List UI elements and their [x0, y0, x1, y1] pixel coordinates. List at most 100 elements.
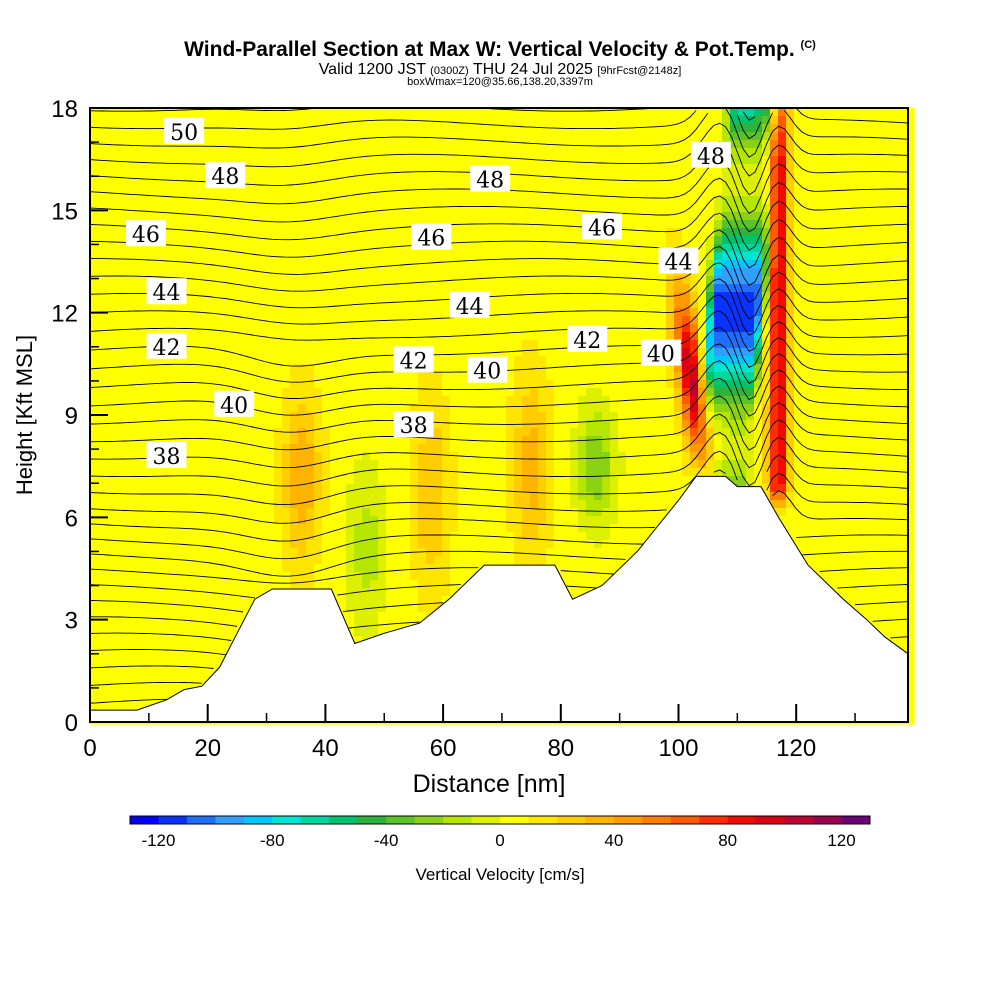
- theta-line: [89, 343, 908, 401]
- theta-label-text: 40: [647, 343, 675, 368]
- colorbar-segment: [300, 816, 330, 824]
- theta-label-box: [581, 213, 622, 240]
- colorbar-tick-label: 80: [718, 831, 737, 850]
- theta-label-text: 38: [400, 414, 428, 439]
- colorbar-segment: [642, 816, 672, 824]
- colorbar-segment: [272, 816, 302, 824]
- colorbar-tick-label: -40: [374, 831, 399, 850]
- valid-date: THU 24 Jul 2025: [472, 61, 593, 78]
- theta-label: 42: [146, 332, 187, 361]
- colorbar-segment: [784, 816, 814, 824]
- y-tick-label: 0: [65, 710, 78, 737]
- theta-label-text: 44: [153, 281, 181, 306]
- x-axis-label: Distance [nm]: [413, 770, 566, 798]
- colorbar-tick-label: -80: [260, 831, 285, 850]
- theta-line: [89, 632, 909, 641]
- theta-label-text: 48: [211, 165, 239, 190]
- valid-utc: (0300Z): [430, 65, 469, 77]
- theta-label: 38: [393, 411, 434, 439]
- colorbar-segment: [613, 816, 643, 824]
- y-axis-label: Height [Kft MSL]: [12, 335, 37, 495]
- colorbar-segment: [186, 816, 216, 824]
- colorbar-tick-label: 40: [604, 831, 623, 850]
- theta-label-text: 44: [664, 251, 692, 276]
- theta-label-text: 40: [473, 360, 501, 385]
- theta-label: 40: [640, 339, 681, 368]
- theta-line: [90, 229, 909, 286]
- theta-label-text: 38: [153, 445, 181, 470]
- colorbar-tick-label: 0: [495, 831, 504, 850]
- theta-line: [90, 413, 909, 469]
- theta-line: [89, 107, 909, 158]
- theta-line: [89, 469, 909, 524]
- theta-label-text: 50: [170, 121, 198, 146]
- colorbar-segment: [386, 816, 416, 824]
- x-tick-label: 20: [194, 735, 221, 762]
- theta-label: 48: [470, 165, 511, 194]
- theta-label-box: [658, 247, 699, 274]
- colorbar: -120 -80 -40 0 40 80 120 Vertical Velocity [cm/…: [129, 815, 871, 884]
- theta-line: [89, 698, 167, 704]
- colorbar-segment: [528, 816, 558, 824]
- colorbar-segment: [243, 816, 273, 824]
- theta-label: 48: [205, 162, 246, 190]
- colorbar-segment: [756, 816, 786, 824]
- theta-label: 40: [467, 356, 508, 385]
- theta-label: 46: [411, 223, 452, 252]
- theta-label-box: [146, 332, 187, 359]
- colorbar-segment: [556, 816, 586, 824]
- y-axis: 0 3 6 9 12 15 18 Height [Kft MSL]: [12, 96, 108, 737]
- colorbar-segment: [471, 816, 501, 824]
- theta-label-text: 42: [573, 329, 601, 354]
- theta-line: [89, 310, 909, 368]
- theta-label-text: 44: [456, 295, 484, 320]
- colorbar-segment: [500, 816, 529, 824]
- title-text: Wind-Parallel Section at Max W: Vertical…: [184, 38, 795, 61]
- colorbar-tick-label: 120: [827, 831, 855, 850]
- theta-line: [89, 294, 909, 352]
- theta-label-box: [467, 356, 508, 383]
- forecast-info: [9hrFcst@2148z]: [597, 65, 682, 77]
- theta-label: 48: [690, 141, 731, 170]
- theta-line: [89, 649, 226, 656]
- theta-label: 44: [146, 278, 187, 306]
- theta-label-text: 46: [417, 227, 445, 252]
- colorbar-segment: [727, 816, 757, 824]
- y-tick-label: 12: [51, 301, 78, 328]
- theta-line: [90, 616, 909, 629]
- theta-label: 50: [164, 117, 205, 146]
- colorbar-segment: [357, 816, 387, 824]
- y-tick-label: 9: [65, 403, 78, 430]
- theta-line: [89, 665, 214, 669]
- theta-label: 38: [146, 441, 187, 470]
- x-tick-label: 40: [312, 735, 339, 762]
- theta-label-box: [146, 441, 187, 468]
- theta-line: [89, 195, 909, 251]
- theta-label-box: [449, 291, 490, 318]
- y-tick-label: 3: [65, 608, 78, 635]
- theta-label: 42: [393, 346, 434, 374]
- theta-label-text: 46: [588, 216, 616, 241]
- x-tick-label: 100: [658, 735, 698, 762]
- theta-label-text: 40: [220, 394, 248, 419]
- colorbar-label: Vertical Velocity [cm/s]: [415, 865, 584, 884]
- colorbar-frame: [129, 815, 871, 825]
- colorbar-segment: [813, 816, 843, 824]
- colorbar-segment: [329, 816, 359, 824]
- theta-label-box: [214, 390, 255, 417]
- colorbar-tick-label: -120: [141, 831, 175, 850]
- theta-label-text: 48: [476, 169, 504, 194]
- y-tick-label: 6: [65, 505, 78, 532]
- theta-label-box: [640, 339, 681, 366]
- theta-line: [89, 567, 909, 584]
- colorbar-segment: [414, 816, 444, 824]
- colorbar-segment: [585, 816, 615, 824]
- theta-line: [89, 600, 909, 613]
- colorbar-segment: [443, 816, 473, 824]
- theta-label-box: [393, 346, 434, 373]
- valid-time: Valid 1200 JST: [318, 61, 426, 78]
- theta-label-box: [146, 278, 187, 305]
- theta-label-box: [393, 411, 434, 438]
- x-axis: 0 20 40 60 80 100 120 Distance [nm]: [83, 704, 856, 798]
